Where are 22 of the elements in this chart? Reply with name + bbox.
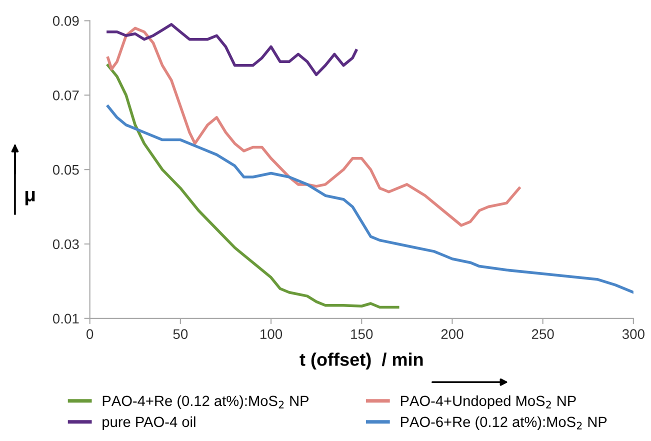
legend-label: PAO-4+Re (0.12 at%):MoS$_{2}$ NP <box>102 395 309 409</box>
x-tick-label: 200 <box>441 329 464 340</box>
line-series <box>106 26 521 227</box>
line-series <box>106 23 358 76</box>
legend-label: PAO-4+Undoped MoS$_{2}$ NP <box>400 395 576 409</box>
y-tick-label: 0.05 <box>52 164 79 175</box>
y-tick-label: 0.09 <box>52 16 79 26</box>
legend-label: PAO-6+Re (0.12 at%):MoS$_{2}$ NP <box>400 416 607 430</box>
line-series <box>106 64 400 309</box>
x-tick-label: 250 <box>532 329 554 340</box>
x-tick-label: 50 <box>173 329 188 340</box>
x-axis-title: t (offset) / min <box>300 352 423 370</box>
x-tick-label: 300 <box>622 329 644 340</box>
y-tick-label: 0.01 <box>52 314 79 324</box>
x-tick-label: 0 <box>86 329 94 340</box>
x-tick-label: 150 <box>351 329 373 340</box>
line-series <box>106 104 634 294</box>
y-tick-label: 0.03 <box>52 239 79 250</box>
x-tick-label: 100 <box>260 329 282 340</box>
y-axis-title: μ <box>25 190 35 206</box>
y-tick-label: 0.07 <box>52 90 79 100</box>
legend-label: pure PAO-4 oil <box>102 416 196 430</box>
